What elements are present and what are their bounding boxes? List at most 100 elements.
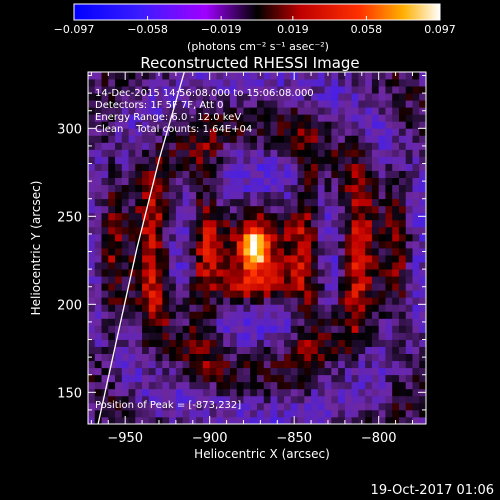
heatmap-cell: [284, 367, 292, 376]
heatmap-cell: [385, 205, 393, 214]
heatmap-cell: [162, 100, 170, 108]
heatmap-cell: [277, 86, 285, 94]
heatmap-cell: [304, 79, 312, 87]
heatmap-cell: [101, 374, 109, 383]
heatmap-cell: [419, 128, 426, 136]
heatmap-cell: [142, 269, 150, 277]
heatmap-cell: [392, 226, 400, 235]
heatmap-cell: [223, 163, 231, 171]
heatmap-cell: [169, 346, 177, 354]
heatmap-cell: [142, 205, 150, 214]
heatmap-cell: [385, 325, 393, 333]
heatmap-cell: [182, 318, 190, 326]
heatmap-cell: [88, 170, 96, 178]
heatmap-cell: [270, 205, 278, 214]
heatmap-cell: [155, 177, 163, 186]
heatmap-cell: [101, 269, 109, 277]
heatmap-cell: [189, 395, 197, 404]
heatmap-cell: [398, 409, 407, 418]
heatmap-cell: [257, 191, 265, 200]
heatmap-cell: [405, 360, 413, 369]
heatmap-cell: [121, 100, 129, 108]
heatmap-cell: [412, 402, 420, 411]
heatmap-cell: [182, 311, 190, 319]
heatmap-cell: [148, 205, 156, 214]
heatmap-cell: [378, 226, 386, 235]
heatmap-cell: [175, 142, 184, 150]
heatmap-cell: [351, 416, 359, 424]
heatmap-cell: [128, 346, 136, 354]
heatmap-cell: [135, 304, 143, 312]
heatmap-cell: [148, 114, 156, 122]
heatmap-cell: [338, 212, 346, 221]
heatmap-cell: [284, 184, 292, 193]
heatmap-cell: [229, 107, 238, 115]
heatmap-cell: [257, 262, 265, 270]
heatmap-cell: [365, 100, 373, 108]
heatmap-cell: [162, 86, 170, 94]
heatmap-cell: [311, 409, 319, 418]
heatmap-cell: [392, 149, 400, 157]
heatmap-cell: [175, 212, 184, 221]
heatmap-cell: [385, 360, 393, 369]
heatmap-cell: [311, 107, 319, 115]
heatmap-cell: [236, 121, 244, 129]
heatmap-cell: [128, 290, 136, 298]
heatmap-cell: [169, 226, 177, 235]
heatmap-cell: [121, 121, 129, 129]
heatmap-cell: [277, 311, 285, 319]
heatmap-cell: [162, 325, 170, 333]
heatmap-cell: [358, 142, 366, 150]
heatmap-cell: [115, 409, 123, 418]
heatmap-cell: [311, 388, 319, 397]
heatmap-cell: [351, 233, 359, 242]
heatmap-cell: [277, 121, 285, 129]
heatmap-cell: [317, 339, 325, 347]
heatmap-cell: [196, 79, 204, 87]
heatmap-cell: [169, 79, 177, 87]
heatmap-cell: [169, 128, 177, 136]
heatmap-cell: [405, 318, 413, 326]
heatmap-cell: [189, 177, 197, 186]
heatmap-cell: [311, 318, 319, 326]
heatmap-cell: [101, 311, 109, 319]
heatmap-cell: [229, 170, 238, 178]
heatmap-cell: [243, 100, 251, 108]
heatmap-cell: [182, 395, 190, 404]
heatmap-cell: [182, 163, 190, 171]
heatmap-cell: [121, 325, 129, 333]
heatmap-cell: [324, 339, 332, 347]
heatmap-cell: [196, 142, 204, 150]
heatmap-cell: [405, 346, 413, 354]
heatmap-cell: [344, 262, 353, 270]
heatmap-cell: [189, 283, 197, 291]
heatmap-cell: [101, 339, 109, 347]
heatmap-cell: [263, 114, 271, 122]
heatmap-cell: [189, 409, 197, 418]
heatmap-cell: [101, 262, 109, 270]
heatmap-cell: [202, 332, 211, 340]
heatmap-cell: [182, 269, 190, 277]
heatmap-cell: [108, 374, 116, 383]
heatmap-cell: [169, 184, 177, 193]
heatmap-cell: [317, 388, 325, 397]
heatmap-cell: [94, 248, 102, 256]
heatmap-cell: [398, 339, 407, 347]
heatmap-cell: [128, 72, 136, 80]
heatmap-cell: [223, 177, 231, 186]
heatmap-cell: [385, 311, 393, 319]
heatmap-cell: [243, 233, 251, 242]
heatmap-cell: [189, 93, 197, 101]
heatmap-cell: [101, 233, 109, 242]
heatmap-cell: [277, 402, 285, 411]
heatmap-cell: [148, 72, 156, 80]
heatmap-cell: [351, 388, 359, 397]
heatmap-cell: [392, 374, 400, 383]
heatmap-cell: [324, 248, 332, 256]
heatmap-cell: [94, 318, 102, 326]
heatmap-cell: [236, 304, 244, 312]
heatmap-cell: [142, 367, 150, 376]
heatmap-cell: [419, 276, 426, 284]
heatmap-cell: [243, 79, 251, 87]
heatmap-cell: [94, 205, 102, 214]
